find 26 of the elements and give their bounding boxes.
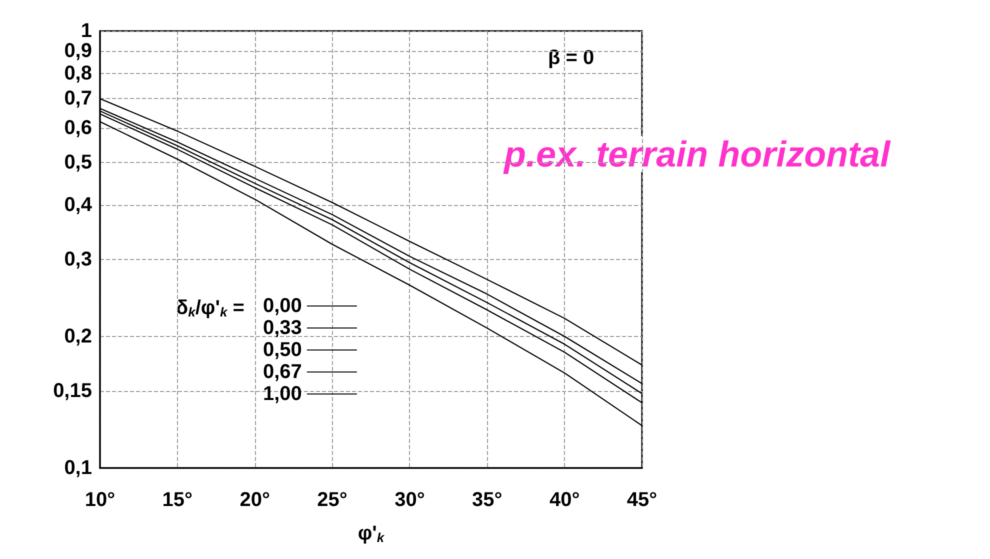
y-tick-label: 0,2: [64, 325, 92, 348]
y-tick-label: 0,4: [64, 194, 93, 216]
y-tick-label: 0,8: [64, 62, 92, 84]
x-tick-label: 25°: [317, 489, 348, 511]
x-tick-label: 40°: [549, 489, 580, 511]
legend-label: 1,00: [262, 383, 302, 405]
y-tick-label: 1: [80, 20, 92, 42]
x-tick-label: 20°: [240, 489, 270, 511]
legend-label: 0,33: [262, 317, 302, 339]
x-tick-label: 30°: [394, 489, 425, 511]
y-tick-label: 0,9: [64, 40, 92, 62]
x-tick-label: 10°: [84, 489, 116, 511]
legend-label: 0,67: [262, 361, 302, 383]
x-tick-label: 15°: [162, 489, 193, 511]
x-axis-title: φ'k: [358, 522, 385, 545]
y-tick-label: 0,3: [64, 248, 92, 270]
y-tick-label: 0,6: [64, 116, 92, 139]
legend-title: δk/φ'k =: [176, 297, 244, 320]
x-tick-label: 45°: [626, 489, 658, 511]
legend-label: 0,00: [262, 295, 302, 317]
legend-label: 0,50: [262, 339, 302, 361]
y-tick-label: 0,15: [53, 380, 92, 402]
y-tick-label: 0,5: [64, 152, 92, 174]
y-tick-label: 0,7: [64, 88, 92, 110]
x-tick-label: 35°: [472, 489, 502, 511]
y-tick-label: 0,1: [64, 457, 92, 479]
